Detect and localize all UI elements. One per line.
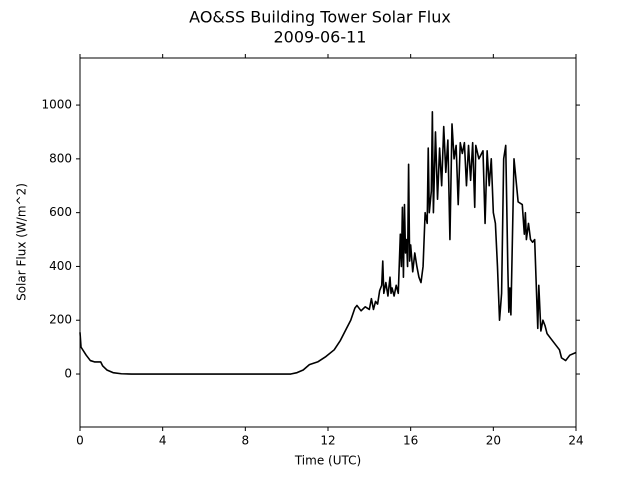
data-line [79,110,577,375]
y-axis-label: Solar Flux (W/m^2) [15,183,29,301]
y-tick-label: 800 [49,151,72,165]
x-tick-label: 0 [76,434,84,448]
y-tick-label: 200 [49,313,72,327]
chart-subtitle: 2009-06-11 [274,28,367,47]
x-tick-label: 24 [568,434,583,448]
x-axis-label: Time (UTC) [294,454,361,468]
y-tick-label: 600 [49,205,72,219]
x-tick-label: 16 [403,434,418,448]
x-tick-label: 4 [159,434,167,448]
chart-title: AO&SS Building Tower Solar Flux [189,8,451,27]
x-tick-label: 20 [486,434,501,448]
y-tick-label: 1000 [41,98,72,112]
x-tick-label: 12 [320,434,335,448]
x-tick-label: 8 [242,434,250,448]
y-tick-label: 400 [49,259,72,273]
y-tick-label: 0 [64,367,72,381]
